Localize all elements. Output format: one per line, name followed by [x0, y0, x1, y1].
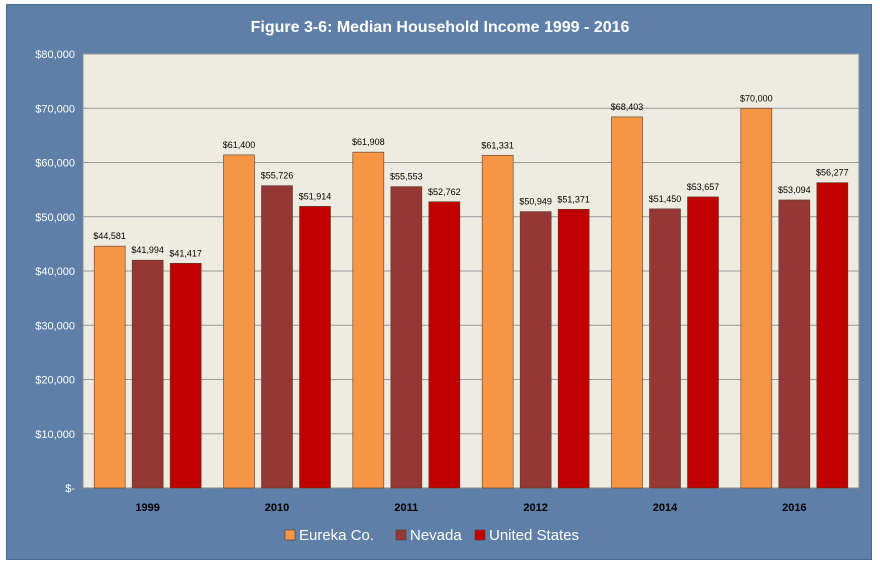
bar — [169, 263, 202, 489]
chart-title: Figure 3-6: Median Household Income 1999… — [250, 19, 630, 36]
y-tick-label: $50,000 — [35, 212, 75, 224]
x-tick-label: 2010 — [265, 502, 289, 514]
y-tick-label: $- — [65, 483, 75, 495]
y-tick-label: $70,000 — [35, 103, 75, 115]
legend-item: Nevada — [395, 527, 462, 544]
legend-label: United States — [489, 527, 579, 544]
bar — [131, 259, 164, 489]
data-label: $61,908 — [352, 137, 385, 147]
data-label: $53,094 — [778, 185, 811, 195]
y-tick-label: $10,000 — [35, 429, 75, 441]
x-tick-label: 2011 — [394, 502, 418, 514]
bar — [261, 185, 293, 489]
bar — [390, 186, 423, 489]
x-tick-label: 2012 — [523, 502, 547, 514]
legend-label: Nevada — [410, 527, 462, 544]
data-label: $41,994 — [131, 245, 164, 255]
bar — [740, 107, 773, 489]
bar — [93, 245, 126, 489]
legend-swatch — [395, 529, 407, 541]
legend-item: Eureka Co. — [284, 527, 374, 544]
data-label: $51,450 — [649, 194, 682, 204]
y-tick-label: $30,000 — [35, 320, 75, 332]
legend-item: United States — [474, 527, 579, 544]
bar-chart: $- $10,000 $20,000 $30,000 $40,000 $50,000 $60… — [35, 49, 860, 544]
data-label: $51,914 — [299, 191, 332, 201]
x-tick-label: 2014 — [653, 502, 678, 514]
data-label: $61,400 — [223, 140, 256, 150]
data-label: $50,949 — [519, 197, 552, 207]
bar — [649, 208, 681, 489]
legend-label: Eureka Co. — [299, 527, 374, 544]
chart-frame: Figure 3-6: Median Household Income 1999… — [6, 4, 872, 560]
bar — [481, 154, 514, 489]
x-tick-label: 1999 — [135, 502, 159, 514]
data-label: $61,331 — [481, 140, 514, 150]
data-label: $51,371 — [557, 194, 590, 204]
y-tick-label: $60,000 — [35, 158, 75, 170]
bar — [611, 116, 643, 489]
data-label: $56,277 — [816, 168, 849, 178]
bar — [778, 199, 811, 489]
y-tick-label: $80,000 — [35, 49, 75, 61]
bar — [687, 196, 719, 489]
y-tick-label: $20,000 — [35, 375, 75, 387]
legend-swatch — [474, 529, 486, 541]
bar — [428, 201, 461, 489]
bar — [816, 182, 849, 489]
data-label: $53,657 — [687, 182, 720, 192]
bar — [352, 151, 385, 489]
bar — [299, 206, 331, 489]
data-label: $68,403 — [611, 102, 644, 112]
data-label: $52,762 — [428, 187, 461, 197]
data-label: $55,553 — [390, 172, 423, 182]
y-tick-label: $40,000 — [35, 266, 75, 278]
bar — [223, 154, 255, 489]
data-label: $55,726 — [261, 171, 294, 181]
data-label: $41,417 — [169, 248, 202, 258]
x-tick-label: 2016 — [782, 502, 806, 514]
legend-swatch — [284, 529, 296, 541]
bar — [519, 211, 552, 489]
data-label: $44,581 — [93, 231, 126, 241]
data-label: $70,000 — [740, 93, 773, 103]
bar — [557, 209, 590, 489]
